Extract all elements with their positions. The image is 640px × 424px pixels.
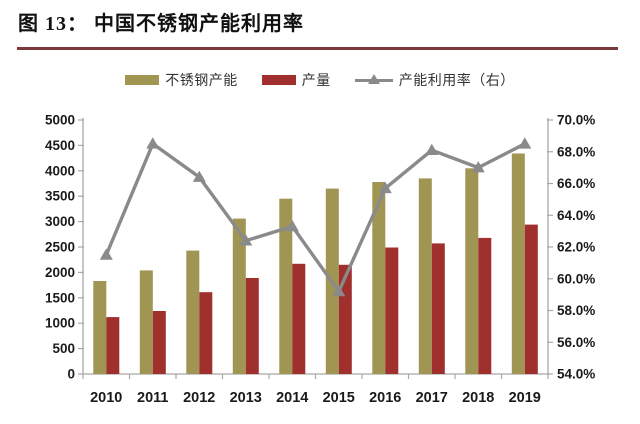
capacity-bar-2013: [232, 218, 246, 374]
x-axis-label: 2014: [276, 390, 308, 406]
utilization-marker-2016: [378, 181, 392, 194]
capacity-bar-2014: [279, 198, 293, 374]
capacity-bar-2011: [139, 270, 153, 374]
right-axis-label: 66.0%: [557, 176, 595, 191]
right-axis-label: 58.0%: [557, 303, 595, 318]
production-bar-2014: [292, 263, 306, 374]
utilization-marker-2012: [192, 170, 206, 182]
capacity-bar-2010: [93, 281, 107, 374]
utilization-marker-2014: [285, 219, 299, 232]
x-axis-label: 2011: [137, 390, 168, 406]
left-axis-label: 3500: [45, 189, 75, 204]
utilization-line-marker-icon: [354, 74, 393, 86]
production-bar-2017: [431, 243, 445, 374]
utilization-marker-2019: [518, 137, 532, 149]
title-underline: [17, 47, 618, 50]
x-axis-label: 2019: [509, 390, 541, 406]
x-axis-label: 2010: [90, 390, 122, 406]
capacity-swatch-icon: [125, 75, 160, 85]
right-axis-label: 54.0%: [557, 367, 595, 382]
left-axis-label: 4500: [45, 138, 75, 153]
x-axis-label: 2015: [323, 390, 355, 406]
production-bar-2019: [524, 224, 538, 374]
legend-item-utilization: 产能利用率（右）: [354, 70, 515, 90]
left-axis-label: 0: [67, 367, 75, 382]
production-bar-2018: [478, 237, 492, 374]
right-axis-label: 70.0%: [557, 113, 595, 128]
left-axis-label: 3000: [45, 214, 75, 229]
legend-item-production: 产量: [261, 70, 331, 90]
utilization-marker-2011: [146, 137, 160, 149]
left-axis-label: 1000: [45, 316, 75, 331]
legend-label-capacity: 不锈钢产能: [165, 72, 238, 88]
left-axis-label: 1500: [45, 290, 75, 305]
capacity-bar-2016: [372, 182, 386, 374]
legend-item-capacity: 不锈钢产能: [125, 70, 238, 90]
production-bar-2011: [152, 311, 166, 374]
left-axis-label: 5000: [45, 113, 75, 128]
capacity-bar-2017: [418, 178, 432, 374]
legend-label-utilization: 产能利用率（右）: [398, 72, 515, 88]
chart-legend: 不锈钢产能 产量 产能利用率（右）: [0, 70, 640, 90]
left-axis-label: 500: [52, 341, 75, 356]
figure-title: 图 13： 中国不锈钢产能利用率: [18, 13, 304, 35]
production-bar-2010: [106, 317, 120, 374]
capacity-bar-2018: [465, 168, 479, 374]
production-bar-2016: [385, 247, 399, 374]
production-swatch-icon: [261, 75, 296, 85]
production-bar-2015: [338, 264, 352, 374]
x-axis-label: 2018: [462, 390, 494, 406]
utilization-marker-2010: [99, 248, 113, 260]
x-axis-label: 2017: [416, 390, 448, 406]
capacity-bar-2019: [511, 153, 525, 374]
right-axis-label: 56.0%: [557, 335, 595, 350]
right-axis-label: 68.0%: [557, 144, 595, 159]
right-axis-label: 64.0%: [557, 208, 595, 223]
right-axis-label: 60.0%: [557, 271, 595, 286]
left-axis-label: 2500: [45, 240, 75, 255]
x-axis-label: 2013: [230, 390, 262, 406]
capacity-bar-2012: [186, 250, 200, 374]
x-axis-label: 2012: [183, 390, 215, 406]
production-bar-2012: [199, 292, 213, 374]
utilization-marker-2018: [471, 161, 485, 173]
utilization-line: [104, 141, 526, 295]
utilization-marker-2015: [332, 284, 346, 297]
utilization-marker-2017: [425, 143, 439, 155]
production-bar-2013: [245, 278, 259, 374]
legend-label-production: 产量: [301, 72, 331, 88]
right-axis-label: 62.0%: [557, 240, 595, 255]
utilization-marker-2013: [239, 234, 253, 246]
left-axis-label: 2000: [45, 265, 75, 280]
x-axis-label: 2016: [369, 390, 401, 406]
left-axis-label: 4000: [45, 163, 75, 178]
